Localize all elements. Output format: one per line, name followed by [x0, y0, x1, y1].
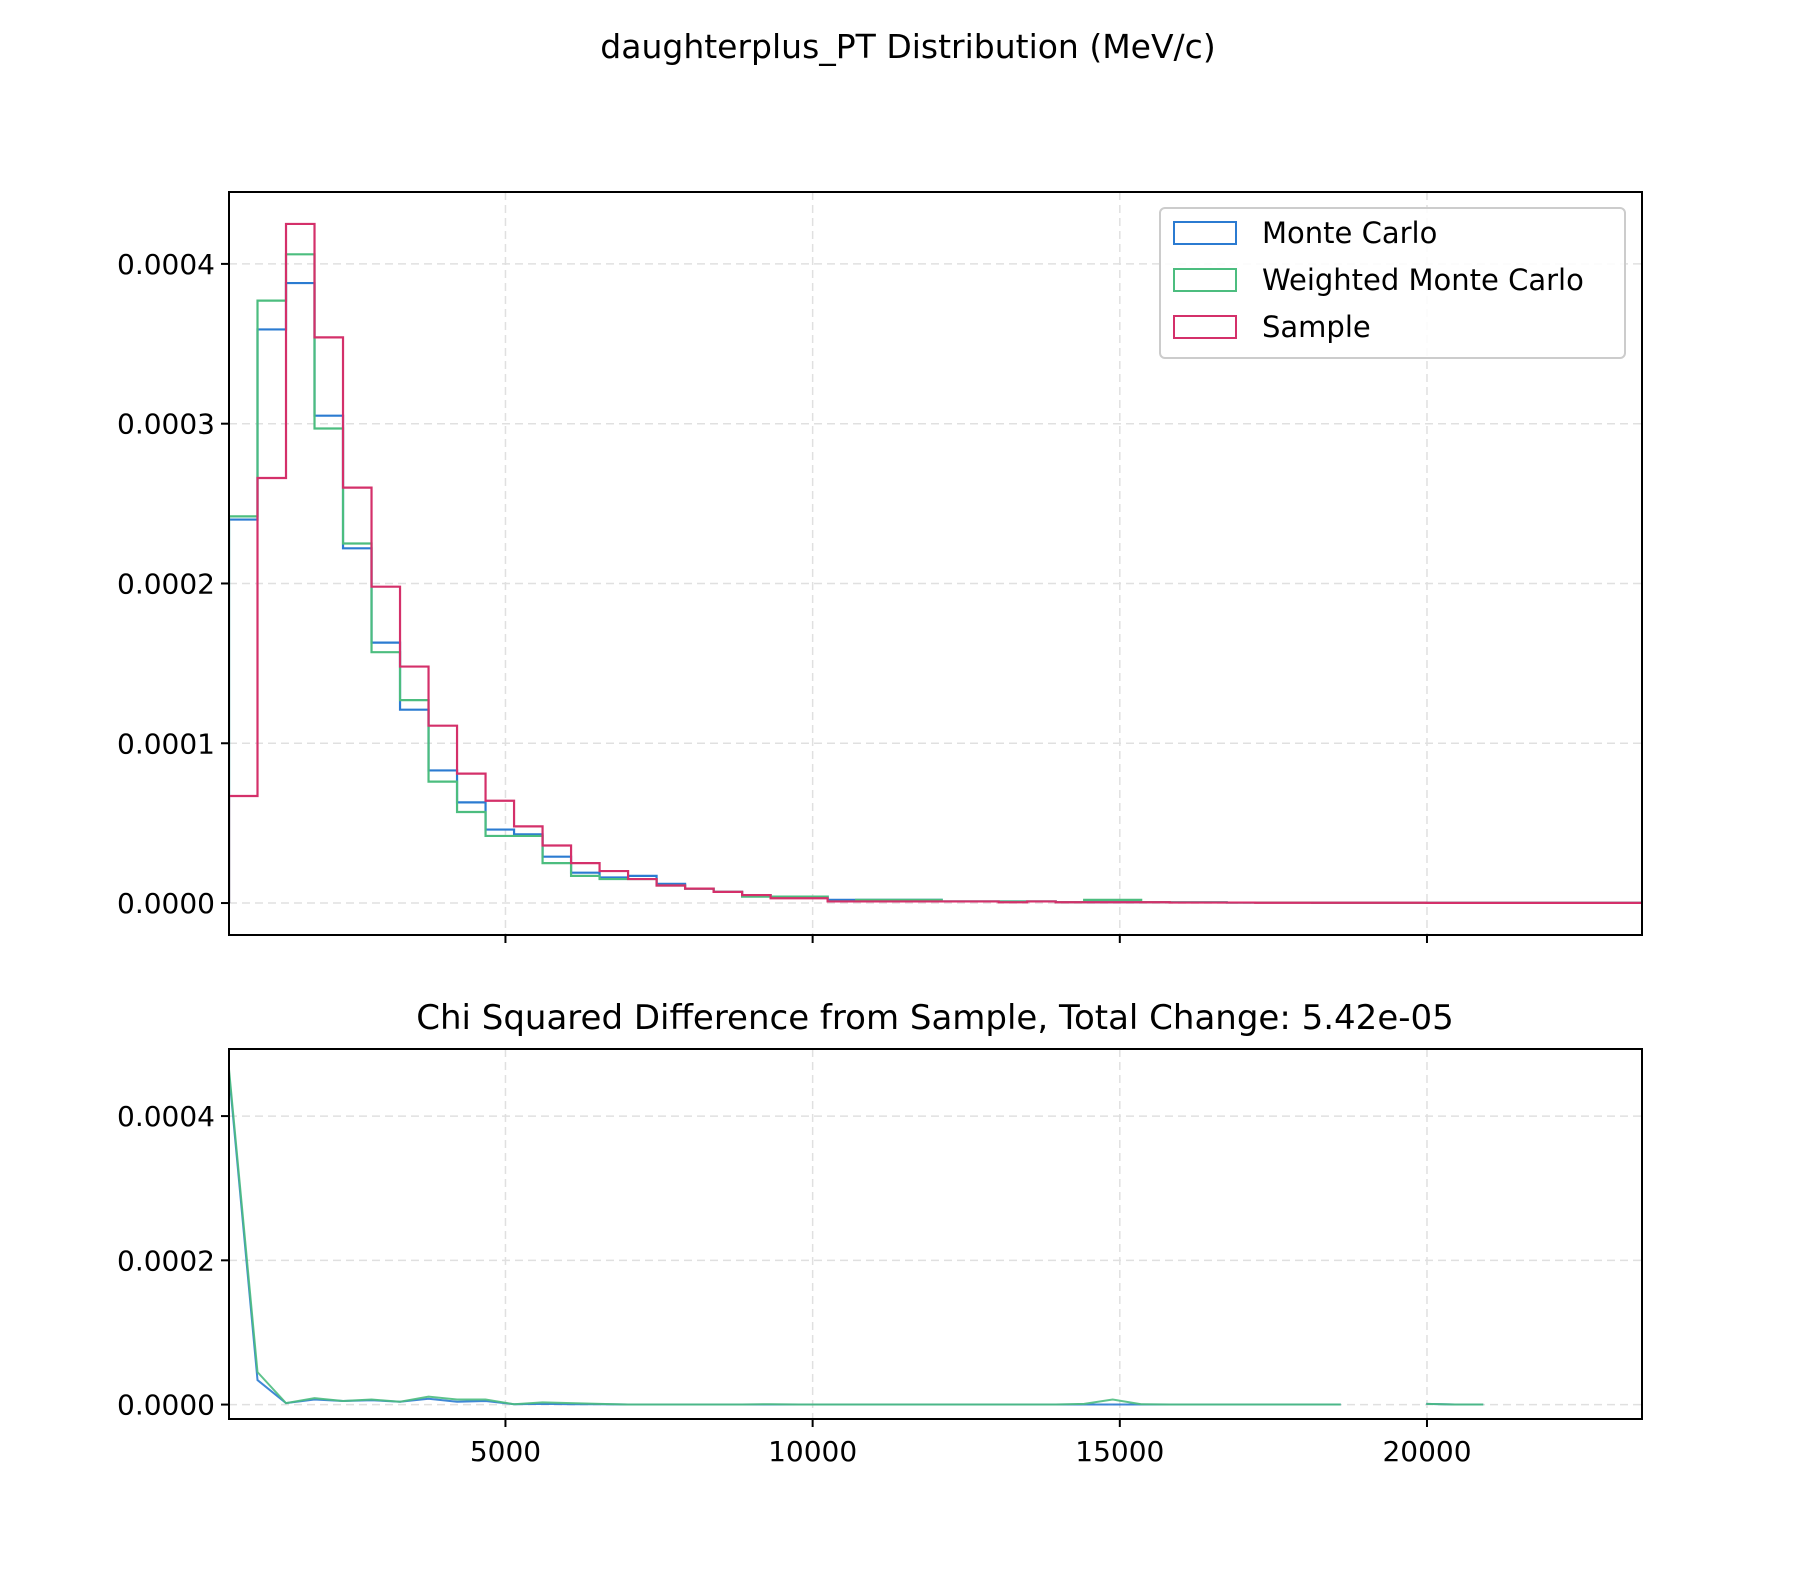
y-tick-label: 0.0003 [117, 408, 215, 441]
y-tick-label: 0.0000 [117, 1389, 215, 1422]
x-tick-label: 5000 [470, 1435, 541, 1468]
x-tick-label: 10000 [768, 1435, 857, 1468]
distribution-grid [229, 192, 1642, 935]
chi-squared-axes-frame [228, 1048, 1643, 1420]
legend-swatch-sample [1173, 315, 1237, 339]
chi-squared-x-axis: 5000 10000 15000 20000 [470, 1419, 1472, 1468]
legend-box [1159, 207, 1626, 359]
distribution-panel: 0.0000 0.0001 0.0002 0.0003 0.0004 Monte Car… [117, 191, 1643, 943]
legend-swatch-weighted-monte-carlo [1173, 268, 1237, 292]
y-tick-label: 0.0004 [117, 1100, 215, 1133]
distribution-histograms [229, 222, 1642, 904]
distribution-x-axis [504, 935, 1428, 943]
y-tick-label: 0.0000 [117, 887, 215, 920]
histogram-monte-carlo [229, 281, 1642, 904]
y-tick-label: 0.0002 [117, 1244, 215, 1277]
figure-title: daughterplus_PT Distribution (MeV/c) [600, 27, 1215, 66]
legend: Monte Carlo Weighted Monte Carlo Sample [1159, 207, 1626, 359]
chi-line-weighted-monte-carlo [229, 1069, 1484, 1406]
histogram-sample [229, 222, 1642, 904]
chi-squared-title: Chi Squared Difference from Sample, Tota… [416, 998, 1454, 1038]
legend-label-sample: Sample [1262, 310, 1371, 344]
chi-squared-y-axis: 0.0000 0.0002 0.0004 [117, 1100, 229, 1422]
legend-label-weighted-monte-carlo: Weighted Monte Carlo [1262, 263, 1584, 297]
legend-label-monte-carlo: Monte Carlo [1262, 216, 1437, 250]
chi-squared-lines [229, 1069, 1484, 1406]
y-tick-label: 0.0004 [117, 248, 215, 281]
x-tick-label: 20000 [1382, 1435, 1471, 1468]
legend-swatch-monte-carlo [1173, 221, 1237, 245]
y-tick-label: 0.0001 [117, 727, 215, 760]
chi-line-monte-carlo [229, 1072, 1484, 1406]
distribution-y-axis: 0.0000 0.0001 0.0002 0.0003 0.0004 [117, 248, 229, 920]
chi-squared-grid [229, 1049, 1642, 1419]
chi-squared-panel: Chi Squared Difference from Sample, Tota… [117, 998, 1643, 1468]
x-tick-label: 15000 [1075, 1435, 1164, 1468]
y-tick-label: 0.0002 [117, 567, 215, 600]
distribution-axes-frame [228, 191, 1643, 936]
